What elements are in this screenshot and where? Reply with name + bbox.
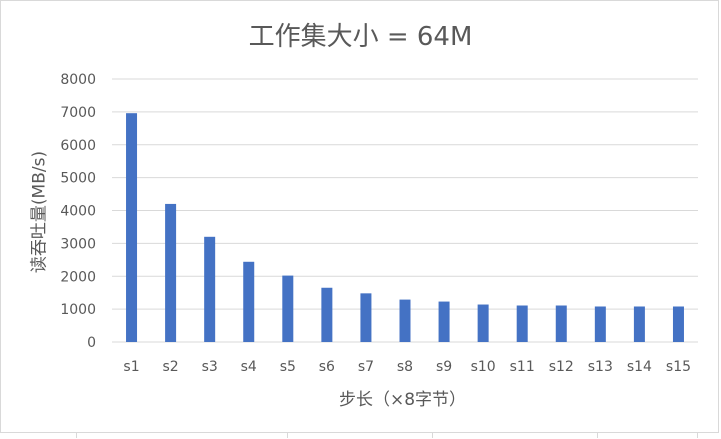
bar-s1: [126, 113, 138, 342]
x-tick-label: s3: [202, 359, 218, 375]
x-tick-label: s1: [123, 359, 139, 375]
bar-s11: [516, 305, 528, 342]
x-tick-label: s13: [588, 359, 613, 375]
y-tick-label: 5000: [60, 171, 96, 187]
x-tick-label: s4: [241, 359, 257, 375]
x-axis-title: 步长（×8字节）: [338, 390, 467, 410]
y-tick-label: 8000: [60, 72, 96, 88]
x-tick-label: s7: [358, 359, 374, 375]
chart-title: 工作集大小 = 64M: [248, 22, 473, 52]
x-tick-label: s5: [280, 359, 296, 375]
y-tick-label: 2000: [60, 269, 96, 285]
bar-s12: [555, 305, 567, 342]
bar-s13: [594, 306, 606, 342]
bar-s10: [477, 304, 489, 342]
x-tick-label: s12: [549, 359, 574, 375]
frame-bottom-ticks: [0, 433, 721, 439]
x-tick-label: s9: [436, 359, 452, 375]
x-tick-label: s10: [471, 359, 496, 375]
x-tick-label: s11: [510, 359, 535, 375]
bar-s2: [165, 203, 177, 342]
x-tick-label: s15: [666, 359, 691, 375]
y-tick-labels: 0 1000 2000 3000 4000 5000 6000 7000 8000: [60, 72, 96, 351]
y-tick-label: 1000: [60, 302, 96, 318]
y-tick-label: 3000: [60, 236, 96, 252]
y-tick-label: 7000: [60, 105, 96, 121]
bar-s5: [282, 275, 294, 342]
bar-s15: [672, 306, 684, 342]
x-tick-label: s8: [397, 359, 413, 375]
x-tick-label: s14: [627, 359, 652, 375]
x-tick-label: s6: [319, 359, 335, 375]
bar-s3: [204, 236, 216, 342]
bar-s8: [399, 299, 411, 342]
x-tick-labels: s1 s2 s3 s4 s5 s6 s7 s8 s9 s10 s11 s12 s13 s14 s15: [123, 359, 691, 375]
y-tick-label: 0: [87, 335, 96, 351]
bar-s9: [438, 301, 450, 342]
bar-s4: [243, 261, 255, 342]
y-tick-label: 6000: [60, 138, 96, 154]
bar-s7: [360, 293, 372, 342]
bar-s6: [321, 287, 333, 342]
bar-series: [126, 113, 684, 342]
bar-s14: [633, 306, 645, 342]
y-tick-label: 4000: [60, 204, 96, 220]
x-tick-label: s2: [162, 359, 178, 375]
